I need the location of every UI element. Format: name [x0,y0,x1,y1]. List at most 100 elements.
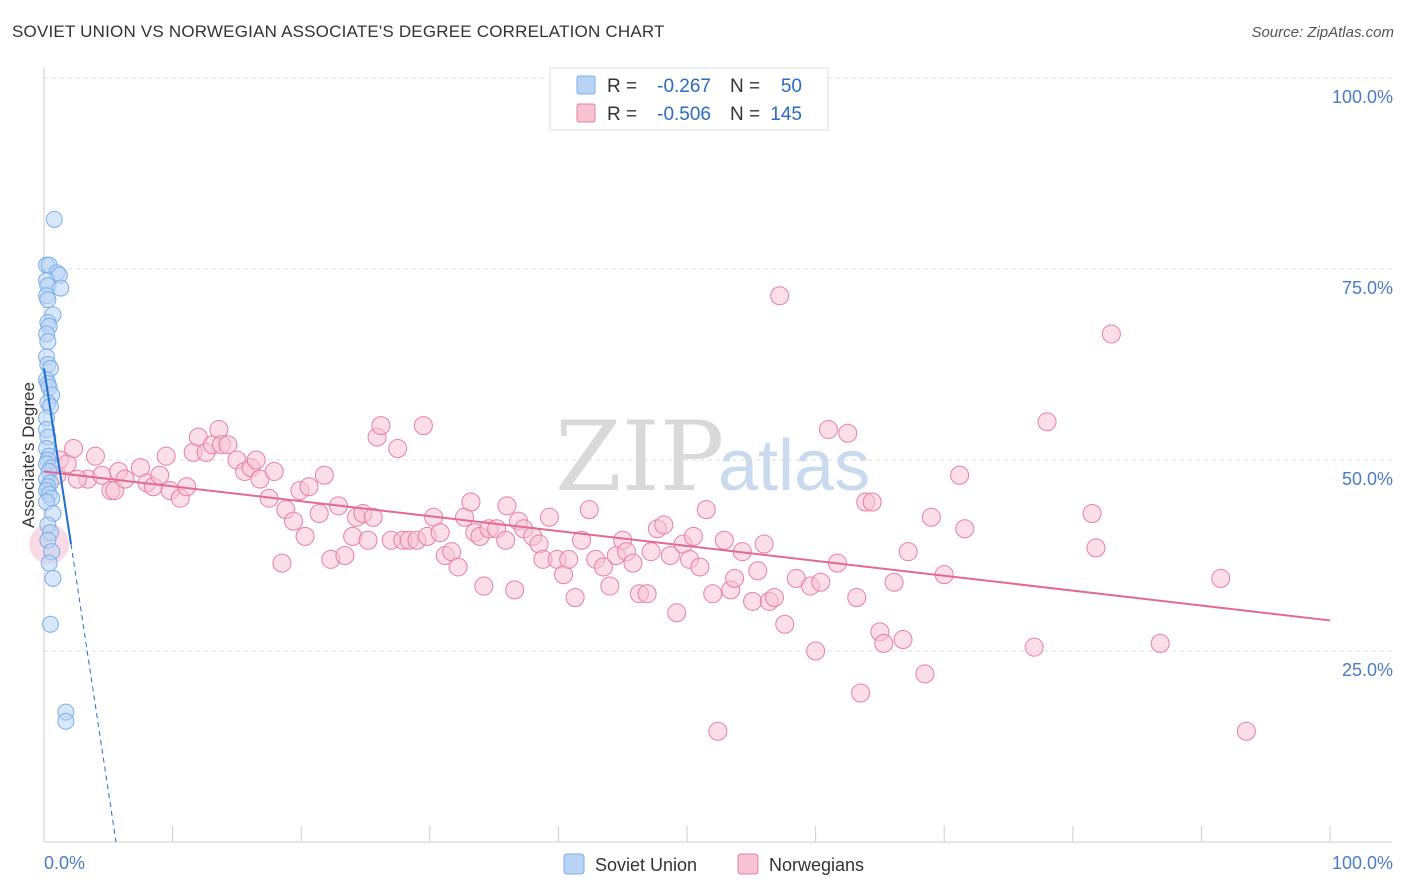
norwegian-point [754,534,774,554]
watermark-zip: ZIP [555,401,724,513]
norwegian-point [884,572,904,592]
soviet-union-series [38,210,75,730]
norwegian-point [115,469,135,489]
norwegian-point [898,542,918,562]
norwegian-point [497,496,517,516]
norwegian-point [246,450,266,470]
legend-box [549,67,829,131]
norwegian-point [358,530,378,550]
norwegian-point [430,523,450,543]
norwegian-point [67,469,87,489]
norwegian-point [85,446,105,466]
norwegian-point [748,561,768,581]
soviet-point [57,712,75,730]
norwegian-point [770,286,790,306]
legend-r-value-norwegian: -0.506 [657,104,711,125]
norwegian-point [1082,503,1102,523]
norwegians-series [29,286,1256,741]
norwegian-point [572,530,592,550]
soviet-point [39,333,57,351]
norwegian-point [448,557,468,577]
norwegian-point [413,416,433,436]
source-label: Source: ZipAtlas.com [1251,24,1394,41]
y-axis-title: Associate's Degree [19,382,38,528]
legend-swatch-norwegian [576,103,596,123]
series-legend: Soviet Union Norwegians [563,853,864,875]
norwegian-point [299,477,319,497]
norwegian-point [696,500,716,520]
soviet-point [39,291,57,309]
norwegian-point [461,492,481,512]
norwegian-point [915,664,935,684]
x-axis-ticks [43,826,1331,842]
norwegian-point [314,465,334,485]
norwegian-point [150,465,170,485]
norwegian-point [847,588,867,608]
norwegian-point [593,557,613,577]
norwegian-point [641,542,661,562]
norwegian-point [1037,412,1057,432]
legend-n-label-norwegian: N = [730,104,760,125]
norwegian-point [1236,721,1256,741]
norwegian-point [264,461,284,481]
norwegian-point [667,603,687,623]
norwegian-point [363,507,383,527]
norwegian-point [862,492,882,512]
norwegian-point [218,435,238,455]
legend-n-label-soviet: N = [730,76,760,97]
norwegian-point [272,553,292,573]
norwegian-point [295,526,315,546]
y-tick-label: 75.0% [1342,278,1393,298]
norwegian-trend-line [43,470,1331,622]
norwegian-point [637,584,657,604]
norwegian-point [921,507,941,527]
legend-swatch-soviet [576,75,596,95]
norwegian-point [683,526,703,546]
norwegian-point [660,546,680,565]
norwegian-point [743,591,763,611]
norwegian-point [874,633,894,653]
correlation-legend: R = -0.267 N = 50 R = -0.506 N = 145 [549,67,829,131]
norwegian-point [708,721,728,741]
x-tick-label-max: 100.0% [1332,853,1393,873]
norwegian-point [955,519,975,539]
norwegian-point [725,568,745,588]
norwegian-point [505,580,525,600]
norwegian-point [1101,324,1121,344]
legend-r-label-norwegian: R = [607,104,637,125]
norwegian-point [838,423,858,443]
gridlines [44,77,1392,652]
soviet-point [52,279,70,297]
legend-n-value-soviet: 50 [781,76,802,97]
norwegian-point [309,503,329,523]
norwegian-point [600,576,620,596]
norwegian-point [1150,633,1170,653]
soviet-point [45,210,63,228]
norwegian-point [851,683,871,703]
legend-n-value-norwegian: 145 [770,104,802,125]
watermark: ZIP atlas [555,401,870,513]
norwegian-point [654,515,674,535]
trend-lines [43,368,1331,843]
norwegian-point [690,557,710,577]
norwegian-point [474,576,494,596]
bottom-legend-label-soviet: Soviet Union [595,855,697,875]
norwegian-point [156,446,176,466]
norwegian-point [371,416,391,436]
x-tick-label-min: 0.0% [44,853,85,873]
legend-r-value-soviet: -0.267 [657,76,711,97]
norwegian-point [893,630,913,650]
norwegian-point [806,641,826,661]
norwegian-point [1024,637,1044,657]
norwegian-point [283,511,303,531]
norwegian-point [1211,568,1231,588]
norwegian-point [811,572,831,592]
norwegian-point [775,614,795,634]
norwegian-point [764,588,784,608]
norwegian-point [950,465,970,485]
norwegian-point [818,419,838,439]
norwegian-point [388,439,408,459]
soviet-trend-extension [70,543,117,843]
legend-r-label-soviet: R = [607,76,637,97]
